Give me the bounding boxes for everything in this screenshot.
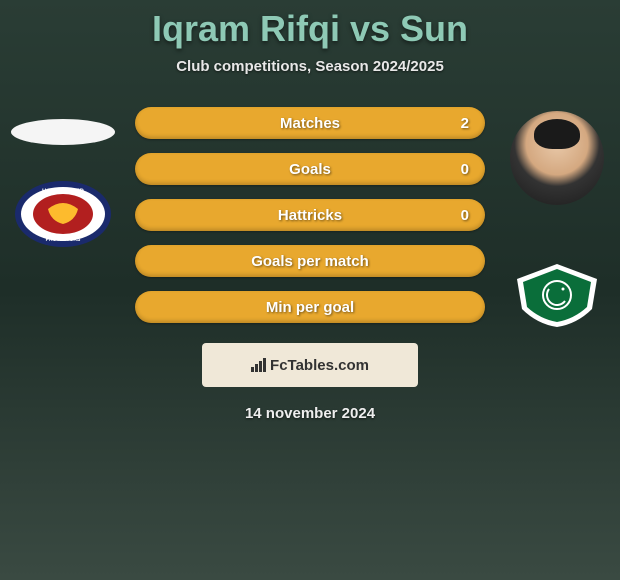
stat-label: Goals per match [251, 253, 369, 270]
stat-bar-hattricks: Hattricks 0 [135, 199, 485, 231]
attribution-text: FcTables.com [270, 357, 369, 374]
stat-right-value: 2 [461, 115, 469, 132]
stat-right-value: 0 [461, 161, 469, 178]
chart-icon [251, 358, 266, 372]
stat-bar-min-per-goal: Min per goal [135, 291, 485, 323]
left-team-crest: HOME UNITED PROTECTORS [13, 179, 113, 249]
stat-right-value: 0 [461, 207, 469, 224]
comparison-title: Iqram Rifqi vs Sun [0, 0, 620, 50]
crest-text-top: HOME UNITED [42, 189, 85, 195]
crest-text-bottom: PROTECTORS [46, 237, 81, 243]
comparison-subtitle: Club competitions, Season 2024/2025 [0, 58, 620, 75]
stat-label: Min per goal [266, 299, 354, 316]
right-team-crest [507, 259, 607, 329]
main-area: HOME UNITED PROTECTORS Matches 2 Goals 0… [0, 107, 620, 422]
stat-bar-goals-per-match: Goals per match [135, 245, 485, 277]
right-player-column [502, 107, 612, 329]
stat-label: Hattricks [278, 207, 342, 224]
comparison-date: 14 november 2024 [10, 405, 610, 422]
left-player-avatar [11, 119, 115, 145]
right-player-avatar [510, 111, 604, 205]
stat-label: Matches [280, 115, 340, 132]
stat-bar-matches: Matches 2 [135, 107, 485, 139]
stat-bar-goals: Goals 0 [135, 153, 485, 185]
attribution-badge: FcTables.com [202, 343, 418, 387]
stats-bars: Matches 2 Goals 0 Hattricks 0 Goals per … [135, 107, 485, 323]
stat-label: Goals [289, 161, 331, 178]
left-player-column: HOME UNITED PROTECTORS [8, 107, 118, 249]
